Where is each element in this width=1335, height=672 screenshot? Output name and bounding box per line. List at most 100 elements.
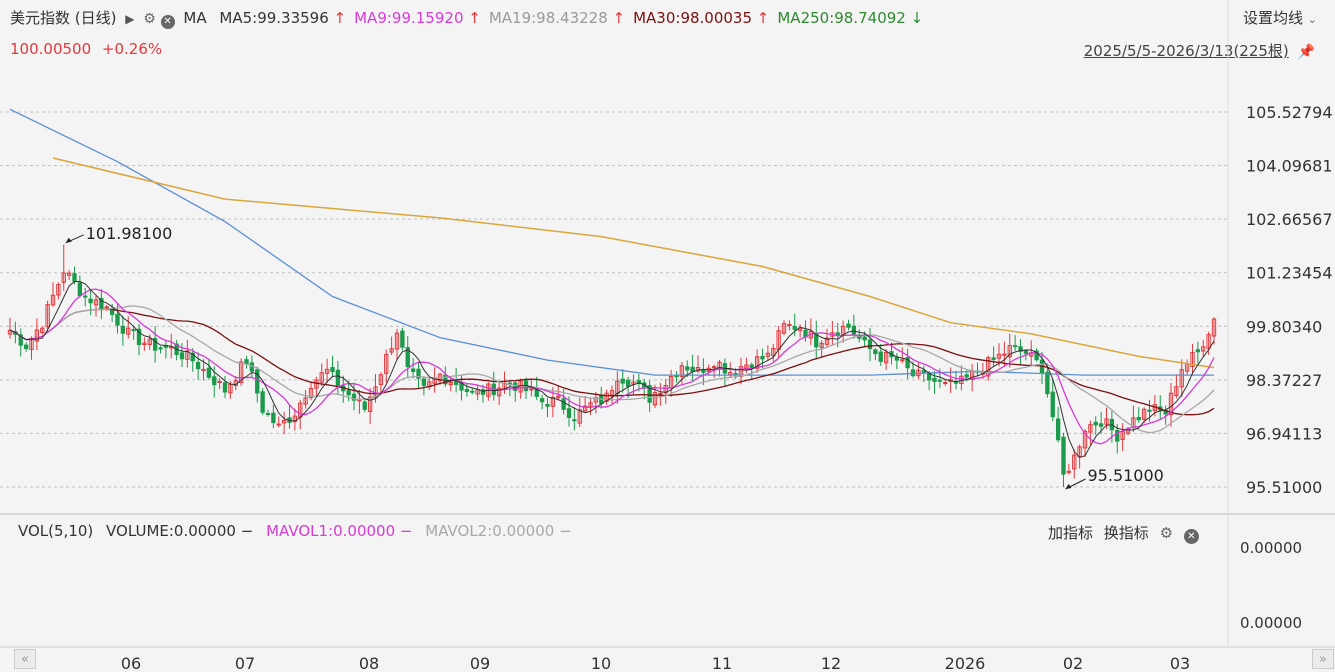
candle [1061, 436, 1066, 475]
candle [72, 273, 77, 282]
play-icon[interactable]: ▶ [125, 12, 135, 26]
candle [851, 325, 857, 335]
candle [921, 370, 926, 374]
ma9-line [9, 288, 1215, 445]
candle [1023, 350, 1029, 354]
candle [115, 313, 120, 326]
candle [238, 361, 244, 383]
candle [572, 419, 577, 422]
candle [625, 379, 631, 387]
switch-indicator-button[interactable]: 换指标 [1103, 524, 1149, 542]
candle [1007, 345, 1012, 358]
candle [1034, 350, 1039, 361]
candle [443, 374, 448, 385]
candle [996, 353, 1002, 359]
x-tick-label: 2026 [945, 654, 986, 672]
candle [883, 351, 889, 364]
ma-legend-item: MA30:98.00035 ↑ [633, 9, 770, 27]
candle [556, 395, 561, 399]
candle [577, 409, 582, 424]
candle [244, 359, 249, 365]
ma-legend: MA5:99.33596 ↑ MA9:99.15920 ↑ MA19:98.4322… [211, 9, 923, 27]
pin-icon[interactable]: 📌 [1297, 44, 1315, 60]
candle [23, 344, 29, 349]
candle [1120, 430, 1125, 440]
candle [378, 374, 384, 386]
candle [83, 295, 88, 298]
candle [384, 353, 389, 374]
low-marker-arrow [1065, 484, 1072, 489]
vol-mavol1-dash: − [399, 522, 413, 540]
candle [986, 357, 991, 377]
vol-mavol2: MAVOL2:0.00000 [425, 522, 555, 540]
candle [104, 306, 109, 309]
ma5-line [9, 281, 1215, 458]
candle [1147, 409, 1152, 412]
x-tick-label: 10 [591, 654, 611, 672]
candle [771, 348, 776, 357]
candle [566, 408, 572, 418]
candle [1104, 418, 1109, 425]
candle [900, 359, 905, 362]
candle [351, 393, 357, 401]
ma-trend-arrow: ↑ [468, 9, 481, 27]
add-indicator-button[interactable]: 加指标 [1048, 524, 1094, 542]
candle [539, 398, 545, 403]
candle [824, 337, 830, 345]
candle [255, 369, 260, 394]
ma-trend-arrow: ↑ [612, 9, 626, 27]
chart-title[interactable]: 美元指数 (日线) [10, 9, 117, 27]
candle [201, 368, 206, 372]
x-tick-label: 02 [1063, 654, 1083, 672]
candle [561, 398, 566, 410]
candle [88, 298, 93, 304]
settings-ma-button[interactable]: 设置均线 ⌄ [1243, 7, 1317, 28]
date-range-label[interactable]: 2025/5/5-2026/3/13(225根) [1083, 42, 1289, 60]
candle [190, 352, 195, 362]
candle [185, 350, 190, 360]
candle [1018, 346, 1023, 352]
candle [835, 332, 840, 336]
candle [281, 419, 287, 424]
ma-legend-item: MA19:98.43228 ↑ [488, 9, 626, 27]
scroll-right-icon[interactable]: » [1312, 649, 1334, 669]
candle [136, 328, 142, 345]
candle [1055, 418, 1061, 441]
date-range[interactable]: 2025/5/5-2026/3/13(225根) 📌 [1084, 40, 1315, 61]
candle [873, 349, 878, 355]
candle [588, 402, 593, 408]
candle [389, 348, 394, 353]
candle [1050, 391, 1055, 418]
candle [792, 326, 797, 330]
y-tick-label: 105.52794 [1246, 103, 1333, 122]
high-marker-label: 101.98100 [86, 224, 173, 243]
scroll-left-icon[interactable]: « [14, 649, 36, 669]
candle [45, 304, 50, 328]
candle [50, 294, 56, 306]
chevron-down-icon[interactable]: ⌄ [1307, 13, 1317, 26]
candle [1168, 392, 1174, 416]
gear-icon[interactable]: ⚙ [143, 11, 156, 27]
vol-y-tick-1: 0.00000 [1240, 539, 1303, 557]
candle [362, 401, 367, 410]
settings-ma-label[interactable]: 设置均线 [1242, 9, 1303, 27]
candle [464, 388, 470, 392]
candle [1002, 353, 1007, 356]
candle [126, 327, 131, 335]
vol-title[interactable]: VOL(5,10) [18, 522, 94, 540]
y-tick-label: 95.51000 [1246, 478, 1322, 497]
candle [926, 373, 932, 381]
candle [550, 396, 556, 407]
ma-legend-item: MA5:99.33596 ↑ [219, 9, 347, 27]
close-icon[interactable]: ✕ [160, 15, 175, 29]
vol-volume-dash: − [240, 522, 254, 540]
y-tick-label: 96.94113 [1246, 424, 1322, 443]
candle [695, 367, 701, 372]
candle [1045, 371, 1050, 395]
candle [56, 284, 61, 296]
candle [1211, 318, 1217, 337]
vol-close-icon[interactable]: ✕ [1183, 529, 1199, 544]
candle [265, 412, 271, 415]
vol-gear-icon[interactable]: ⚙ [1159, 524, 1174, 542]
